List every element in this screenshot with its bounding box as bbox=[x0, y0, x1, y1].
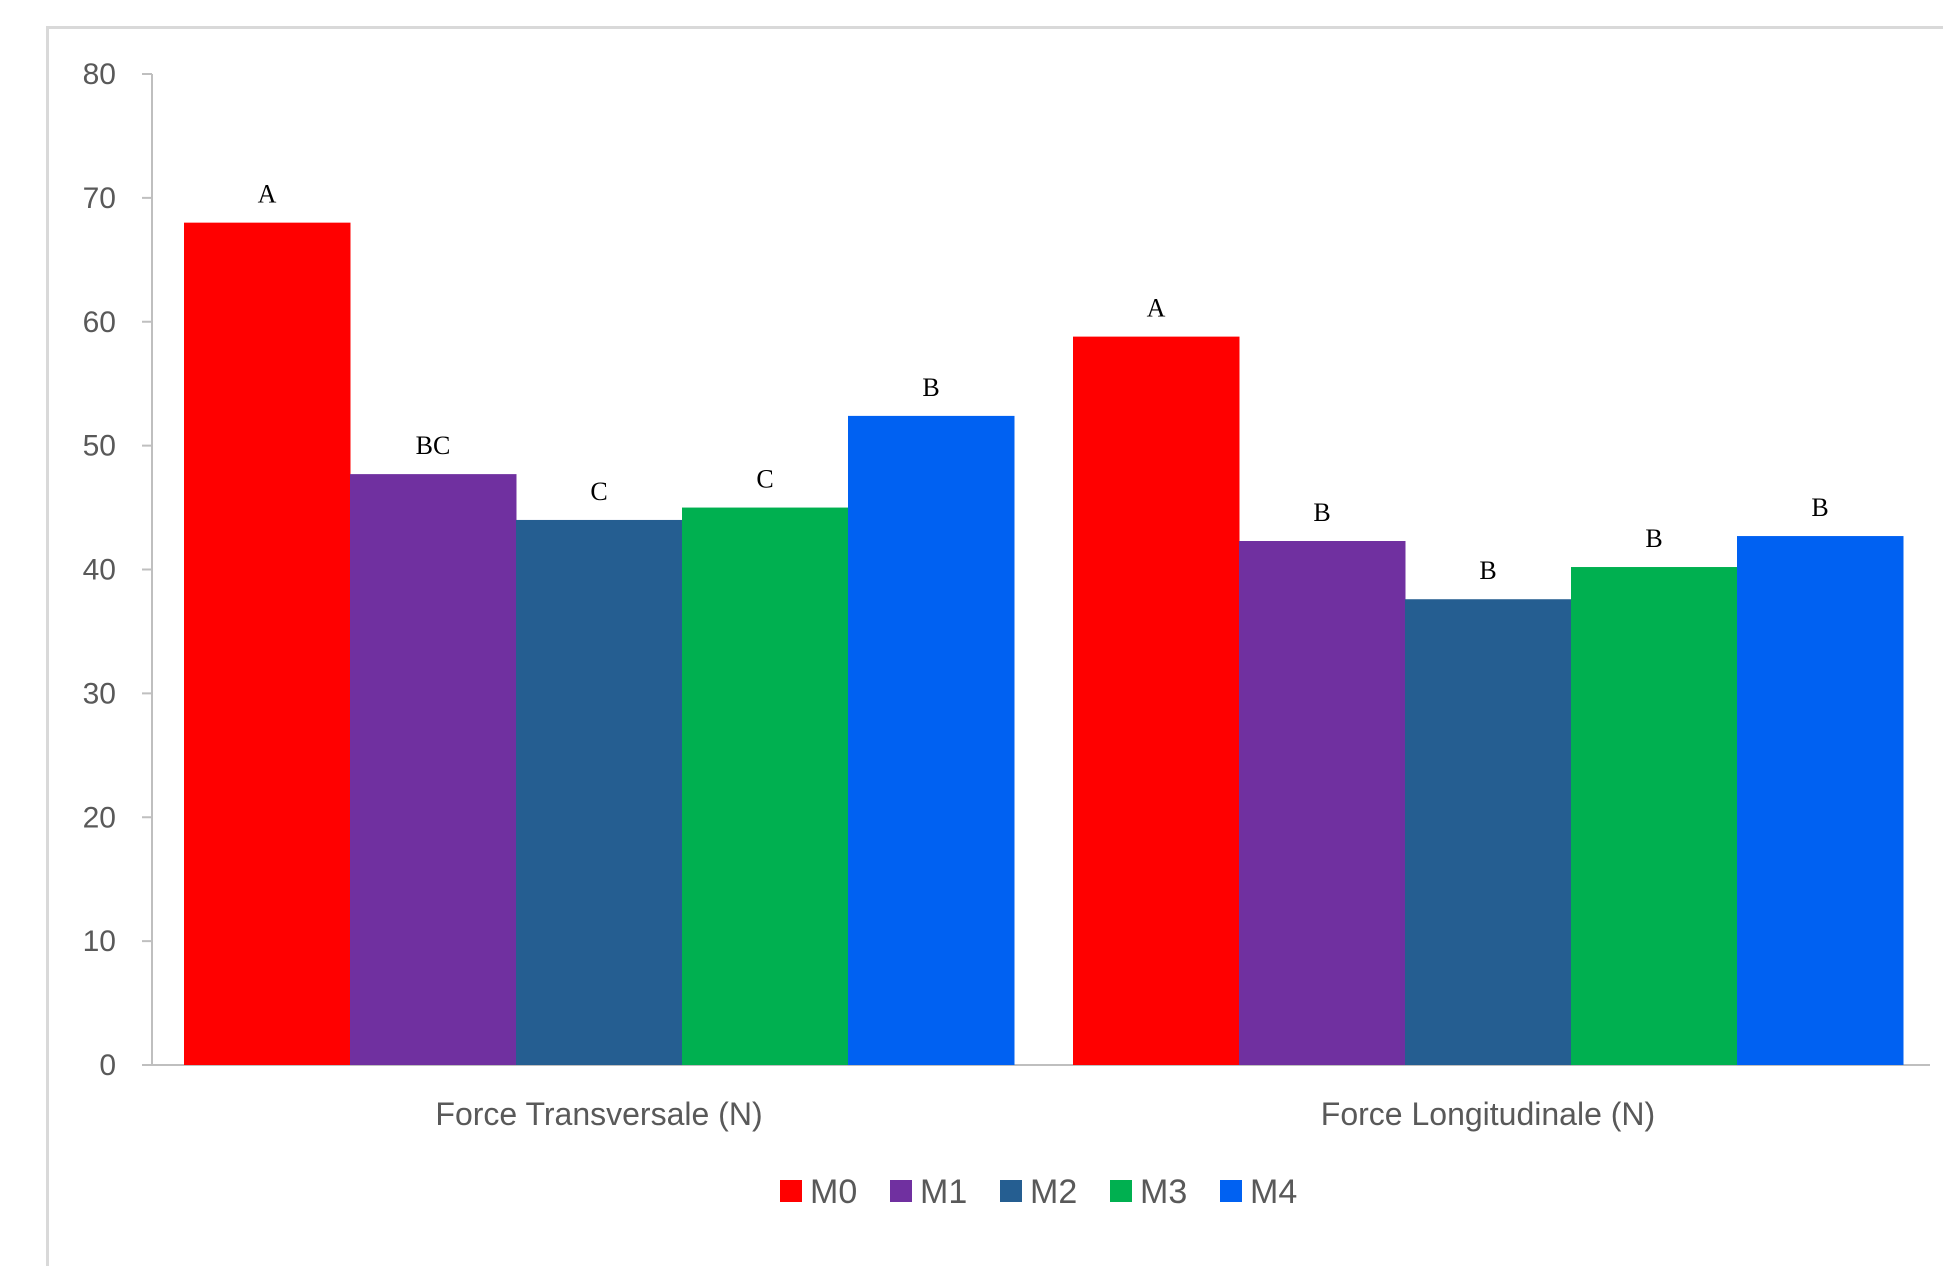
legend-label-m1: M1 bbox=[920, 1173, 967, 1211]
legend-swatch-m1 bbox=[890, 1180, 912, 1202]
y-tick-label: 30 bbox=[83, 677, 116, 710]
bar-m4 bbox=[848, 415, 1015, 1065]
legend-swatch-m0 bbox=[780, 1180, 802, 1202]
bars-layer bbox=[184, 222, 1904, 1066]
y-tick-label: 40 bbox=[83, 554, 116, 587]
labels-layer: A BC C C B Force Transversale (N) A B B B B Force L… bbox=[258, 180, 1829, 1132]
data-label: C bbox=[590, 477, 607, 506]
bar-m3 bbox=[682, 507, 849, 1065]
chart-frame bbox=[46, 26, 1943, 1266]
y-tick-label: 60 bbox=[83, 306, 116, 339]
y-tick-label: 10 bbox=[83, 925, 116, 958]
legend-swatch-m4 bbox=[1220, 1180, 1242, 1202]
data-label: B bbox=[1645, 524, 1662, 553]
bar-m3 bbox=[1571, 567, 1738, 1065]
bar-m0 bbox=[184, 222, 351, 1065]
bar-m1 bbox=[1239, 541, 1406, 1065]
bar-m2 bbox=[1405, 599, 1572, 1065]
legend-label-m2: M2 bbox=[1030, 1173, 1077, 1211]
bar-m4 bbox=[1737, 536, 1904, 1065]
data-label: C bbox=[756, 465, 773, 494]
x-category-label: Force Longitudinale (N) bbox=[1321, 1096, 1655, 1132]
data-label: B bbox=[1811, 493, 1828, 522]
data-label: A bbox=[258, 180, 277, 209]
legend: M0 M1 M2 M3 M4 bbox=[780, 1173, 1297, 1211]
legend-swatch-m2 bbox=[1000, 1180, 1022, 1202]
y-tick-label: 70 bbox=[83, 182, 116, 215]
data-label: BC bbox=[416, 431, 451, 460]
y-tick-label: 80 bbox=[83, 58, 116, 91]
data-label: A bbox=[1147, 294, 1166, 323]
y-tick-label: 50 bbox=[83, 430, 116, 463]
legend-swatch-m3 bbox=[1110, 1180, 1132, 1202]
data-label: B bbox=[1313, 498, 1330, 527]
bar-m1 bbox=[350, 474, 517, 1066]
data-label: B bbox=[922, 373, 939, 402]
data-label: B bbox=[1479, 556, 1496, 585]
bar-m2 bbox=[516, 519, 683, 1065]
y-tick-label: 20 bbox=[83, 801, 116, 834]
x-category-label: Force Transversale (N) bbox=[435, 1096, 762, 1132]
bar-m0 bbox=[1073, 336, 1240, 1065]
legend-label-m3: M3 bbox=[1140, 1173, 1187, 1211]
y-tick-label: 0 bbox=[99, 1049, 116, 1082]
legend-label-m4: M4 bbox=[1250, 1173, 1297, 1211]
legend-label-m0: M0 bbox=[810, 1173, 857, 1211]
